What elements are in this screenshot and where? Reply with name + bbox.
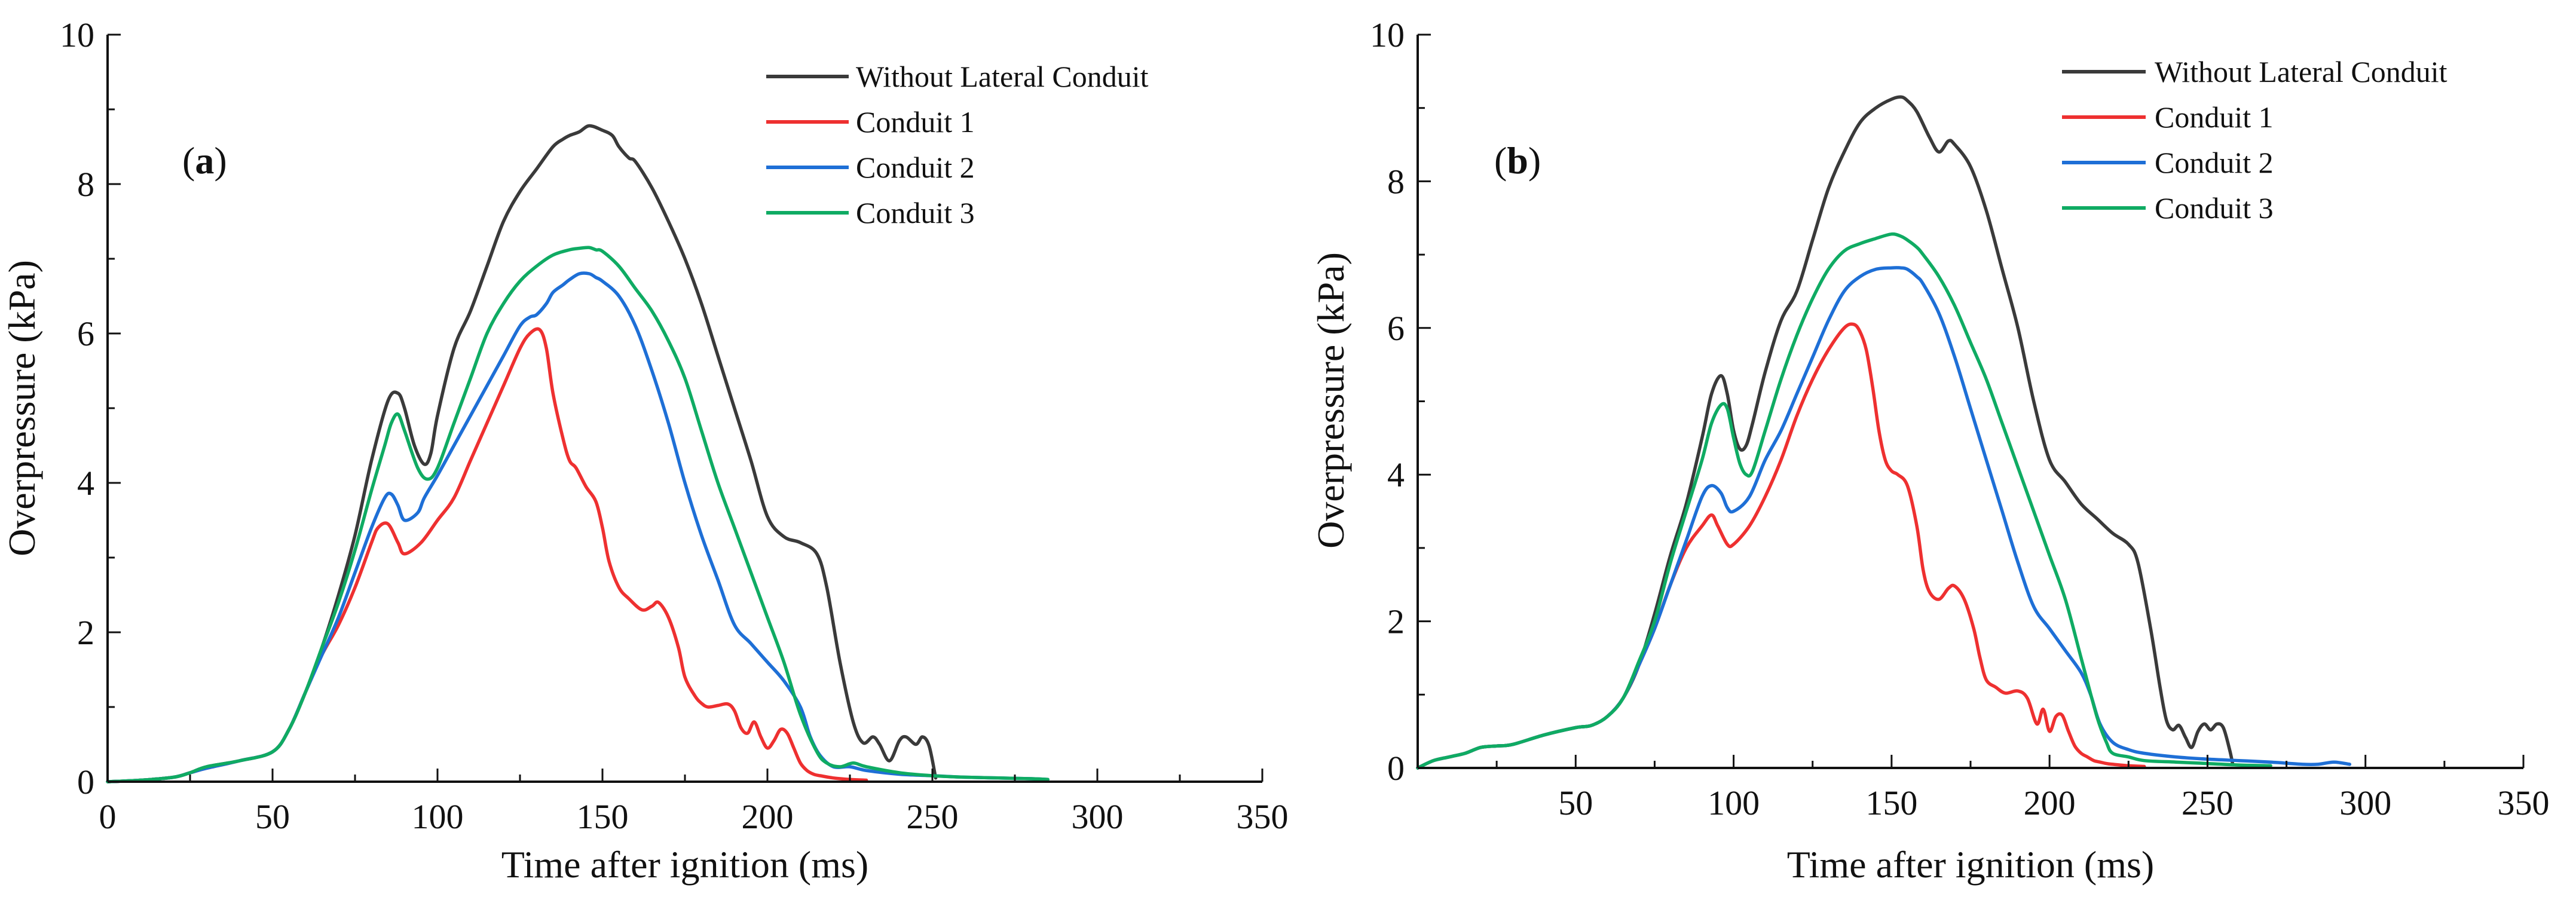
x-tick-label: 150 xyxy=(577,797,629,836)
x-tick-label: 300 xyxy=(2339,783,2391,822)
series-line-conduit-2 xyxy=(1416,266,2352,770)
x-tick-label: 150 xyxy=(1865,783,1917,822)
legend-label-conduit-3: Conduit 3 xyxy=(856,196,975,229)
y-tick-label: 2 xyxy=(1387,602,1405,641)
y-tick-label: 2 xyxy=(77,613,94,652)
y-tick-label: 8 xyxy=(77,165,94,204)
legend: Without Lateral Conduit Conduit 1 Conduit … xyxy=(2062,55,2447,225)
x-tick-label: 250 xyxy=(2182,783,2234,822)
series-line-without-lateral-conduit xyxy=(1416,95,2235,770)
y-tick-label: 4 xyxy=(77,464,94,503)
x-axis-title: Time after ignition (ms) xyxy=(1787,843,2154,886)
x-tick-label: 100 xyxy=(412,797,464,836)
legend-label-conduit-2: Conduit 2 xyxy=(2155,146,2274,179)
y-tick-label: 6 xyxy=(1387,309,1405,348)
y-tick-label: 8 xyxy=(1387,162,1405,201)
x-tick-label: 200 xyxy=(2024,783,2076,822)
chart-panel-a: 0 50 100 150 200 250 300 350 0 2 4 6 8 10 Time after i… xyxy=(1,16,1289,886)
series-line-conduit-1 xyxy=(1416,322,2146,770)
series-group xyxy=(1416,95,2352,770)
series-line-conduit-3 xyxy=(1416,232,2272,770)
series-line-conduit-1 xyxy=(106,327,868,783)
y-tick-label: 0 xyxy=(1387,749,1405,788)
legend-label-conduit-2: Conduit 2 xyxy=(856,151,975,184)
x-tick-label: 100 xyxy=(1708,783,1760,822)
x-tick-label: 300 xyxy=(1072,797,1124,836)
x-tick-label: 200 xyxy=(742,797,794,836)
x-tick-label: 0 xyxy=(99,797,117,836)
y-axis-title: Overpressure (kPa) xyxy=(1,260,43,556)
legend-label-conduit-1: Conduit 1 xyxy=(856,105,975,139)
y-tick-label: 4 xyxy=(1387,455,1405,494)
legend-label-conduit-1: Conduit 1 xyxy=(2155,100,2274,134)
panel-label-letter: a xyxy=(195,139,214,182)
x-axis-title: Time after ignition (ms) xyxy=(501,843,868,886)
panel-label: (b) xyxy=(1494,139,1541,182)
x-tick-label: 350 xyxy=(2498,783,2550,822)
panel-label: (a) xyxy=(182,139,227,182)
y-tick-label: 0 xyxy=(77,763,94,801)
series-group xyxy=(106,124,1050,783)
y-tick-label: 10 xyxy=(1370,16,1405,54)
x-tick-label: 50 xyxy=(1558,783,1593,822)
series-line-conduit-2 xyxy=(106,271,1050,783)
x-tick-label: 50 xyxy=(255,797,290,836)
panel-label-letter: b xyxy=(1507,139,1528,182)
x-tick-label: 350 xyxy=(1237,797,1289,836)
y-axis-title: Overpressure (kPa) xyxy=(1310,252,1352,549)
legend-label-without-lateral-conduit: Without Lateral Conduit xyxy=(856,60,1149,93)
y-tick-label: 6 xyxy=(77,314,94,353)
legend: Without Lateral Conduit Conduit 1 Conduit … xyxy=(766,60,1149,229)
x-tick-label: 250 xyxy=(907,797,959,836)
chart-panel-b: 50 100 150 200 250 300 350 0 2 4 6 8 10 Time after ig… xyxy=(1310,16,2550,886)
y-tick-label: 10 xyxy=(60,16,94,54)
legend-label-without-lateral-conduit: Without Lateral Conduit xyxy=(2155,55,2447,88)
series-line-conduit-3 xyxy=(106,246,1050,783)
legend-label-conduit-3: Conduit 3 xyxy=(2155,191,2274,225)
series-line-without-lateral-conduit xyxy=(106,124,938,783)
